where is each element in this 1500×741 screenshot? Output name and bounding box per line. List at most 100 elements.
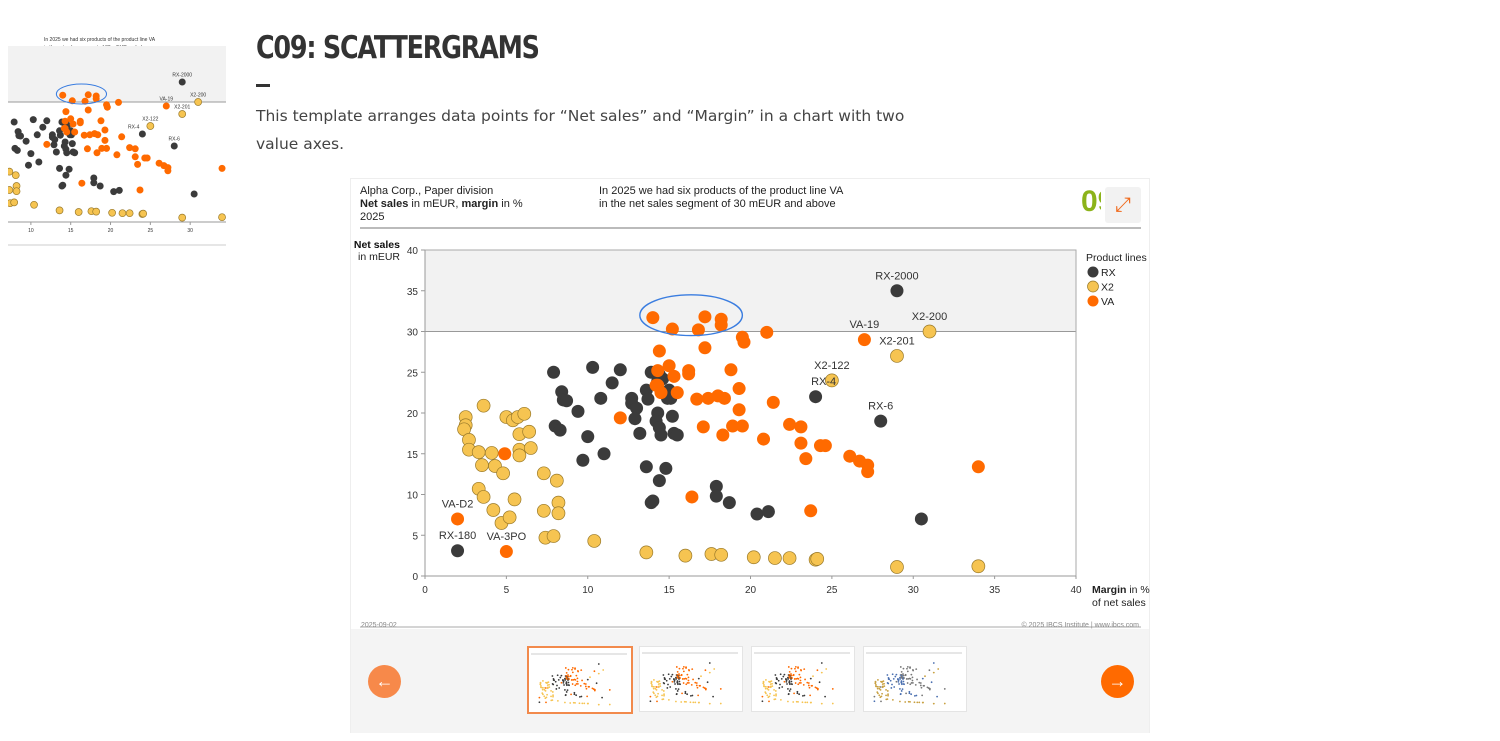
thumb-point <box>885 688 887 691</box>
thumb-point <box>877 692 879 695</box>
thumb-point <box>797 700 799 703</box>
thumbnail-preview <box>866 652 962 705</box>
thumb-point <box>597 672 600 675</box>
data-point-va <box>59 91 67 99</box>
data-point-va <box>804 504 818 518</box>
data-point-va <box>93 149 101 157</box>
thumb-point <box>579 684 582 687</box>
thumb-point <box>556 684 558 687</box>
carousel-thumbnail-3[interactable] <box>751 646 855 712</box>
carousel-thumbnail-4[interactable] <box>863 646 967 712</box>
thumb-point <box>665 679 668 682</box>
thumb-point <box>820 662 823 664</box>
thumb-point <box>791 683 793 686</box>
thumb-point <box>567 675 570 678</box>
thumb-point <box>919 684 922 687</box>
data-point-rx <box>641 392 655 406</box>
thumb-point <box>577 683 579 685</box>
thumb-point <box>662 674 665 676</box>
thumb-point <box>886 674 889 676</box>
thumb-point <box>787 666 790 668</box>
data-point-va <box>80 131 88 139</box>
thumbnail-preview <box>754 652 850 705</box>
thumb-point <box>774 698 777 701</box>
thumb-point <box>914 683 917 686</box>
data-point-x2 <box>55 206 64 215</box>
data-point-rx <box>709 479 723 493</box>
thumb-point <box>550 689 552 692</box>
thumb-point <box>652 687 655 690</box>
thumb-point <box>663 694 665 697</box>
data-point-va <box>857 333 871 347</box>
thumb-point <box>887 693 889 696</box>
x-tick-label: 15 <box>664 585 676 596</box>
carousel-thumbnail-1[interactable] <box>527 646 633 714</box>
thumb-point <box>543 695 546 698</box>
side-preview-thumbnail[interactable]: In 2025 we had six products of the produ… <box>0 30 231 246</box>
expand-button[interactable]: ⤢ <box>1105 187 1141 223</box>
thumb-point <box>688 669 691 672</box>
carousel-thumbnail-2[interactable] <box>639 646 743 712</box>
thumb-point <box>689 694 692 697</box>
thumb-point <box>794 682 797 684</box>
thumb-point <box>887 682 890 685</box>
thumb-point <box>566 678 568 680</box>
data-point-va <box>735 419 749 433</box>
thumb-point <box>778 687 781 689</box>
data-point-rx <box>652 474 666 488</box>
thumb-point <box>794 670 797 673</box>
thumb-point <box>544 689 547 692</box>
thumb-point <box>875 684 877 686</box>
data-point-va <box>724 363 738 377</box>
legend-marker-x2 <box>1087 280 1099 293</box>
thumb-point <box>891 673 894 676</box>
thumb-point <box>562 681 565 684</box>
thumb-point <box>601 696 603 699</box>
thumb-point <box>541 686 544 689</box>
point-label: VA-D2 <box>442 498 474 510</box>
thumb-point <box>567 668 570 671</box>
data-point-va <box>164 167 172 175</box>
data-point-x2 <box>536 503 551 518</box>
thumb-point <box>554 680 557 683</box>
data-point-rx <box>178 78 186 86</box>
data-point-va <box>61 117 69 125</box>
prev-button[interactable]: ← <box>368 665 401 698</box>
thumb-point <box>831 702 834 705</box>
intro-text: This template arranges data points for “… <box>256 107 905 153</box>
thumb-point <box>895 680 898 683</box>
data-point-va <box>69 120 77 128</box>
data-point-va <box>818 439 832 453</box>
data-point-x2 <box>476 490 491 504</box>
thumb-point <box>783 673 786 676</box>
thumb-point <box>580 669 583 672</box>
thumb-point <box>657 692 659 695</box>
thumb-point <box>538 696 541 699</box>
thumb-point <box>766 694 769 697</box>
thumb-point <box>682 665 685 668</box>
measure-unit-1: in mEUR, <box>408 198 462 210</box>
next-button[interactable]: → <box>1101 665 1134 698</box>
thumb-point <box>685 700 687 703</box>
thumb-point <box>584 685 587 688</box>
thumb-point <box>564 701 566 704</box>
thumb-point <box>903 677 905 679</box>
thumb-point <box>768 700 770 703</box>
thumb-point <box>915 668 918 671</box>
thumb-point <box>801 701 804 704</box>
thumb-point <box>662 690 665 692</box>
thumb-point <box>880 700 882 703</box>
thumb-point <box>932 662 935 664</box>
thumb-point <box>655 686 658 688</box>
point-label: RX-6 <box>868 401 893 413</box>
thumb-point <box>773 688 775 691</box>
thumb-point <box>922 701 924 704</box>
point-label: X2-201 <box>879 335 914 347</box>
thumb-point <box>926 686 929 689</box>
thumb-point <box>586 678 589 681</box>
thumb-point <box>675 678 678 680</box>
data-point-va <box>81 97 89 105</box>
thumb-point <box>584 683 587 685</box>
thumb-point <box>894 675 897 678</box>
data-point-va <box>83 145 91 153</box>
